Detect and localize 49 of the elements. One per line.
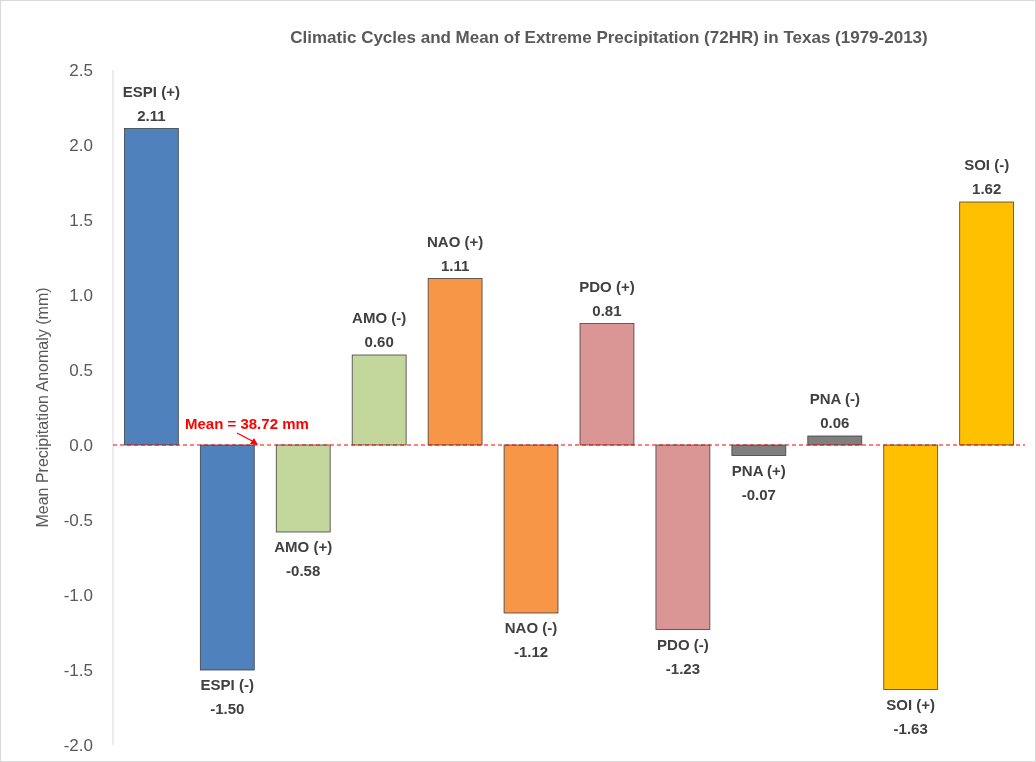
data-label: 2.11 [137, 106, 166, 124]
y-tick-label: 2.5 [69, 60, 93, 80]
y-tick-label: 0.0 [69, 435, 93, 455]
bar [959, 201, 1015, 446]
y-axis-title: Mean Precipitation Anomaly (mm) [34, 287, 51, 528]
data-label: 0.06 [820, 414, 850, 431]
data-label: 0.81 [592, 301, 622, 319]
x-tick-label: PDO (-) [657, 635, 709, 653]
y-tick-label: -2.0 [63, 735, 93, 755]
x-tick-label: AMO (-) [352, 309, 407, 326]
x-tick-label: AMO (+) [274, 538, 333, 555]
data-label: -0.58 [286, 562, 321, 579]
x-tick-label: SOI (+) [886, 695, 936, 713]
x-tick-label: NAO (-) [504, 619, 558, 636]
annotation: Mean = 38.72 mm [185, 415, 309, 432]
bar [427, 278, 483, 446]
x-tick-label: PNA (-) [809, 390, 860, 407]
bar [275, 444, 331, 533]
y-tick-label: 1.5 [69, 210, 93, 230]
bar [123, 128, 179, 446]
bar [883, 444, 939, 690]
data-label: 0.60 [364, 333, 394, 350]
chart-title: Climatic Cycles and Mean of Extreme Precipitation (72HR) in Texas (1979-2013) [290, 28, 928, 47]
data-label: -0.07 [741, 485, 776, 503]
y-tick-label: -1.5 [63, 660, 93, 680]
x-tick-label: SOI (-) [964, 156, 1010, 173]
bar [503, 444, 559, 614]
data-label: -1.50 [210, 700, 245, 717]
x-tick-label: NAO (+) [426, 232, 484, 250]
bar [655, 444, 711, 630]
bar [199, 444, 255, 671]
x-tick-label: PNA (+) [731, 461, 786, 479]
x-tick-label: PDO (+) [579, 277, 635, 295]
data-label: 1.11 [440, 256, 470, 274]
y-tick-label: 0.5 [69, 360, 93, 380]
data-label: -1.12 [513, 643, 549, 660]
bar [807, 435, 863, 446]
bar [579, 323, 635, 446]
y-tick-label: -1.0 [63, 585, 93, 605]
x-tick-label: ESPI (+) [122, 82, 180, 100]
bar [351, 354, 407, 446]
bar [731, 444, 787, 456]
data-label: -1.23 [665, 659, 701, 677]
y-tick-label: -0.5 [63, 510, 93, 530]
y-tick-label: 2.0 [69, 135, 93, 155]
y-tick-label: 1.0 [69, 285, 93, 305]
x-tick-label: ESPI (-) [200, 676, 254, 693]
data-label: -1.63 [893, 719, 928, 737]
data-label: 1.62 [972, 180, 1002, 197]
